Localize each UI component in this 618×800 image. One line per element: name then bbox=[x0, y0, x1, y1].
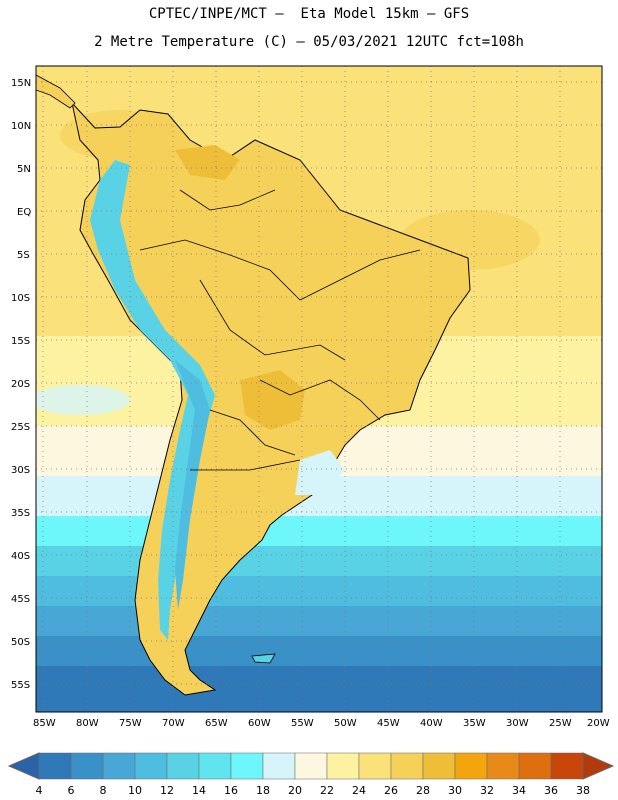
lon-label: 80W bbox=[76, 718, 99, 729]
legend-swatch bbox=[38, 752, 72, 780]
andes-cold-strip bbox=[90, 160, 215, 640]
lon-label: 40W bbox=[420, 718, 443, 729]
legend-swatch bbox=[134, 752, 168, 780]
longitude-labels: 85W 80W 75W 70W 65W 60W 55W 50W 45W 40W … bbox=[33, 718, 610, 729]
lon-label: 85W bbox=[33, 718, 56, 729]
legend-arrow-left bbox=[7, 752, 40, 780]
lat-label: 50S bbox=[11, 637, 30, 648]
legend-swatch bbox=[358, 752, 392, 780]
legend-swatch bbox=[454, 752, 488, 780]
lat-label: 55S bbox=[11, 680, 30, 691]
legend-label: 32 bbox=[480, 784, 494, 797]
legend-label: 36 bbox=[544, 784, 558, 797]
hot-region bbox=[240, 370, 305, 430]
latitude-labels: 15N 10N 5N EQ 5S 10S 15S 20S 25S 30S 35S… bbox=[11, 78, 31, 691]
legend-swatch bbox=[102, 752, 136, 780]
legend-labels: 4 6 8 10 12 14 16 18 20 22 24 26 28 30 32 34 36 38 bbox=[36, 784, 591, 797]
country-borders bbox=[139, 189, 421, 471]
falkland-islands bbox=[251, 653, 276, 664]
lat-label: 15N bbox=[11, 78, 31, 89]
legend-label: 16 bbox=[224, 784, 238, 797]
temperature-map: 15N 10N 5N EQ 5S 10S 15S 20S 25S 30S 35S… bbox=[11, 65, 610, 729]
legend-label: 8 bbox=[100, 784, 107, 797]
map-title: CPTEC/INPE/MCT – Eta Model 15km – GFS bbox=[148, 6, 470, 22]
legend-swatch bbox=[326, 752, 360, 780]
legend-arrow-right bbox=[582, 752, 615, 780]
lat-label: 45S bbox=[11, 594, 30, 605]
andes-peak-strip bbox=[175, 360, 210, 610]
legend-swatch bbox=[294, 752, 328, 780]
lon-label: 75W bbox=[119, 718, 142, 729]
lon-label: 50W bbox=[334, 718, 357, 729]
legend-swatch bbox=[70, 752, 104, 780]
legend-label: 6 bbox=[68, 784, 75, 797]
legend-swatch bbox=[518, 752, 552, 780]
lat-label: 5N bbox=[17, 164, 31, 175]
lon-label: 20W bbox=[587, 718, 610, 729]
legend-label: 18 bbox=[256, 784, 270, 797]
legend-label: 30 bbox=[448, 784, 462, 797]
cool-patch-southeast bbox=[295, 450, 345, 495]
legend-swatch bbox=[166, 752, 200, 780]
legend-label: 24 bbox=[352, 784, 366, 797]
band-6 bbox=[36, 666, 602, 712]
map-subtitle: 2 Metre Temperature (C) – 05/03/2021 12U… bbox=[94, 34, 524, 50]
legend-swatch bbox=[550, 752, 584, 780]
lat-label: 10S bbox=[11, 293, 30, 304]
color-legend: 4 6 8 10 12 14 16 18 20 22 24 26 28 30 32 34 36 38 bbox=[7, 752, 615, 797]
legend-label: 22 bbox=[320, 784, 334, 797]
map-frame bbox=[35, 65, 603, 713]
legend-label: 10 bbox=[128, 784, 142, 797]
lon-label: 30W bbox=[506, 718, 529, 729]
map-field bbox=[36, 66, 602, 712]
lon-label: 35W bbox=[463, 718, 486, 729]
legend-label: 14 bbox=[192, 784, 206, 797]
legend-swatch bbox=[230, 752, 264, 780]
lat-label: EQ bbox=[17, 207, 31, 218]
legend-swatch bbox=[486, 752, 520, 780]
lat-label: 20S bbox=[11, 379, 30, 390]
lon-label: 45W bbox=[377, 718, 400, 729]
lat-label: 35S bbox=[11, 508, 30, 519]
legend-swatch bbox=[198, 752, 232, 780]
cool-patch-pacific bbox=[36, 385, 130, 415]
lon-label: 65W bbox=[205, 718, 228, 729]
legend-label: 4 bbox=[36, 784, 43, 797]
legend-label: 38 bbox=[576, 784, 590, 797]
legend-label: 20 bbox=[288, 784, 302, 797]
lat-label: 40S bbox=[11, 551, 30, 562]
legend-label: 28 bbox=[416, 784, 430, 797]
central-america bbox=[36, 74, 76, 109]
legend-swatches bbox=[7, 752, 615, 780]
legend-label: 26 bbox=[384, 784, 398, 797]
lat-label: 25S bbox=[11, 422, 30, 433]
lon-label: 60W bbox=[248, 718, 271, 729]
hot-region-north bbox=[175, 145, 240, 180]
lat-label: 10N bbox=[11, 121, 31, 132]
lon-label: 25W bbox=[549, 718, 572, 729]
lon-label: 70W bbox=[162, 718, 185, 729]
lon-label: 55W bbox=[291, 718, 314, 729]
lat-label: 15S bbox=[11, 336, 30, 347]
lat-label: 5S bbox=[17, 250, 30, 261]
legend-swatch bbox=[422, 752, 456, 780]
lat-label: 30S bbox=[11, 465, 30, 476]
legend-label: 12 bbox=[160, 784, 174, 797]
legend-swatch bbox=[390, 752, 424, 780]
legend-swatch bbox=[262, 752, 296, 780]
legend-label: 34 bbox=[512, 784, 526, 797]
